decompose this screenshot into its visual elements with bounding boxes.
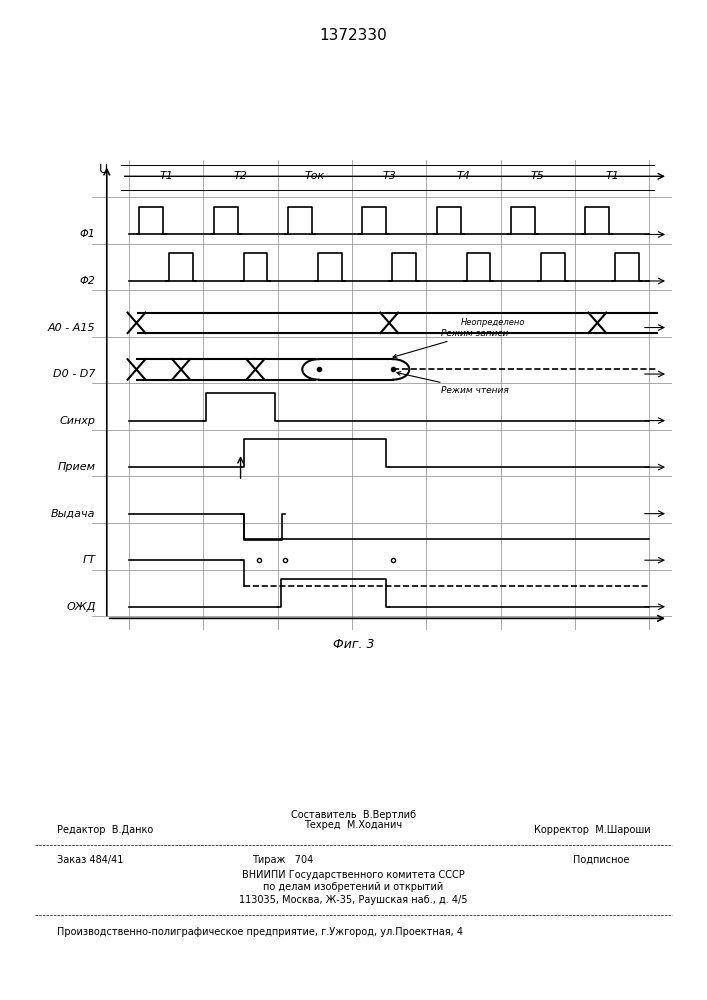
Text: Режим записи: Режим записи xyxy=(393,329,508,358)
Text: ОЖД: ОЖД xyxy=(66,602,95,612)
Text: ГТ: ГТ xyxy=(83,555,95,565)
Text: T1: T1 xyxy=(159,171,173,181)
Text: Φ1: Φ1 xyxy=(80,229,95,239)
Text: Фиг. 3: Фиг. 3 xyxy=(333,639,374,652)
Text: ВНИИПИ Государственного комитета СССР: ВНИИПИ Государственного комитета СССР xyxy=(242,870,465,880)
Text: Корректор  М.Шароши: Корректор М.Шароши xyxy=(534,825,650,835)
Text: Прием: Прием xyxy=(58,462,95,472)
Text: Неопределено: Неопределено xyxy=(461,318,525,327)
Text: Составитель  В.Вертлиб: Составитель В.Вертлиб xyxy=(291,810,416,820)
Text: Производственно-полиграфическое предприятие, г.Ужгород, ул.Проектная, 4: Производственно-полиграфическое предприя… xyxy=(57,927,462,937)
Text: U: U xyxy=(98,163,107,176)
Text: T3: T3 xyxy=(382,171,396,181)
Text: D0 - D7: D0 - D7 xyxy=(53,369,95,379)
Text: 1372330: 1372330 xyxy=(320,27,387,42)
Text: Тираж   704: Тираж 704 xyxy=(252,855,313,865)
Text: Tок: Tок xyxy=(305,171,325,181)
Text: по делам изобретений и открытий: по делам изобретений и открытий xyxy=(264,882,443,892)
Text: Подписное: Подписное xyxy=(573,855,629,865)
Text: Режим чтения: Режим чтения xyxy=(397,372,509,395)
Text: Выдача: Выдача xyxy=(51,509,95,519)
Text: T5: T5 xyxy=(531,171,545,181)
Text: Φ2: Φ2 xyxy=(80,276,95,286)
Text: Заказ 484/41: Заказ 484/41 xyxy=(57,855,123,865)
Text: 113035, Москва, Ж-35, Раушская наб., д. 4/5: 113035, Москва, Ж-35, Раушская наб., д. … xyxy=(239,895,468,905)
Text: T2: T2 xyxy=(233,171,247,181)
Text: A0 - A15: A0 - A15 xyxy=(48,323,95,333)
Text: T1: T1 xyxy=(605,171,619,181)
Text: T4: T4 xyxy=(457,171,470,181)
Text: Синхр: Синхр xyxy=(59,416,95,426)
Text: Техред  М.Ходанич: Техред М.Ходанич xyxy=(305,820,402,830)
Text: Редактор  В.Данко: Редактор В.Данко xyxy=(57,825,153,835)
